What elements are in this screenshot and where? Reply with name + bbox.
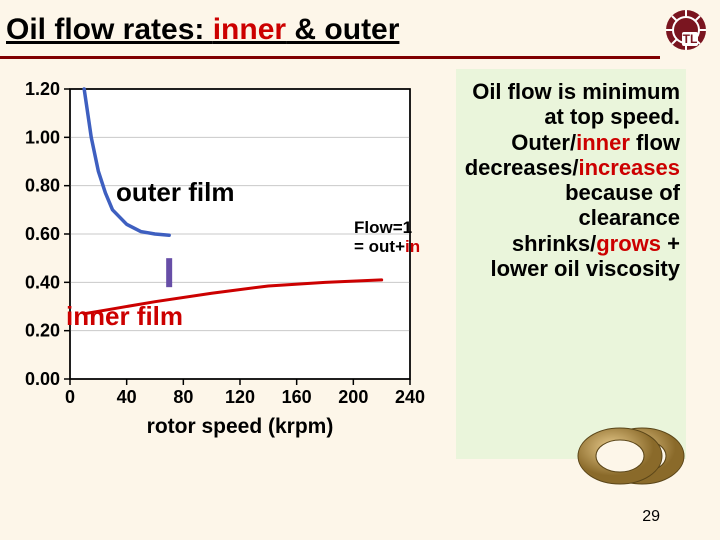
explanation-box: Oil flow is minimum at top speed. Outer/… xyxy=(456,69,686,459)
flow-note-line2b: in xyxy=(405,237,420,256)
svg-text:40: 40 xyxy=(117,387,137,407)
slide-title: Oil flow rates: inner & outer xyxy=(6,13,664,47)
svg-text:0.40: 0.40 xyxy=(25,272,60,292)
svg-text:0.60: 0.60 xyxy=(25,224,60,244)
title-part-2: & outer xyxy=(286,13,399,46)
svg-text:240: 240 xyxy=(395,387,425,407)
svg-text:rotor speed (krpm): rotor speed (krpm) xyxy=(147,415,334,438)
svg-text:0: 0 xyxy=(65,387,75,407)
flow-note-line2a: = out+ xyxy=(354,237,405,256)
svg-text:0.80: 0.80 xyxy=(25,176,60,196)
title-inner-word: inner xyxy=(213,13,286,46)
svg-text:1.20: 1.20 xyxy=(25,79,60,99)
svg-text:160: 160 xyxy=(282,387,312,407)
flow-chart: 0.00 0.20 0.40 0.60 0.80 1.00 1.20 0 40 80 120 160 2… xyxy=(6,69,446,459)
flow-equals-note: Flow=1 = out+in xyxy=(354,219,420,256)
svg-text:120: 120 xyxy=(225,387,255,407)
chart-svg: 0.00 0.20 0.40 0.60 0.80 1.00 1.20 0 40 80 120 160 2… xyxy=(6,69,446,459)
title-part-1: Oil flow rates: xyxy=(6,13,213,46)
outer-film-label: outer film xyxy=(116,177,234,208)
svg-text:0.00: 0.00 xyxy=(25,369,60,389)
inner-film-label: inner film xyxy=(66,301,183,332)
logo-icon: TL xyxy=(664,8,708,52)
svg-text:TL: TL xyxy=(683,32,698,46)
flow-note-line1: Flow=1 xyxy=(354,218,412,237)
svg-text:200: 200 xyxy=(338,387,368,407)
bearing-ring-illustration xyxy=(570,420,690,490)
svg-text:1.00: 1.00 xyxy=(25,127,60,147)
slide-number: 29 xyxy=(642,508,660,526)
svg-text:80: 80 xyxy=(173,387,193,407)
svg-text:0.20: 0.20 xyxy=(25,321,60,341)
